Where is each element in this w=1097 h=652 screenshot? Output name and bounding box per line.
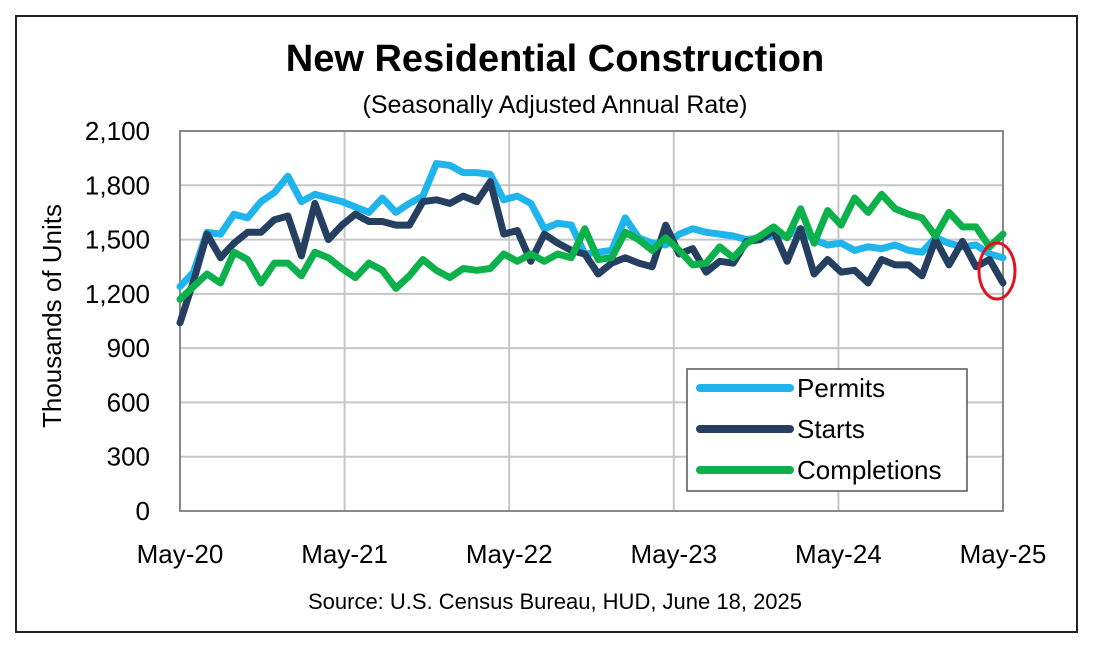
series-lines <box>176 160 1007 327</box>
legend: Permits Starts Completions <box>686 368 968 492</box>
series-line-starts <box>176 178 1007 327</box>
chart-title: New Residential Construction <box>286 38 824 80</box>
highlight-circle <box>977 241 1017 301</box>
x-tick-label: May-21 <box>301 539 388 569</box>
legend-label-permits: Permits <box>797 373 885 403</box>
chart-subtitle: (Seasonally Adjusted Annual Rate) <box>363 91 748 119</box>
series-line-completions <box>176 190 1007 303</box>
x-tick-label: May-20 <box>137 539 224 569</box>
y-tick-label: 1,500 <box>85 225 150 255</box>
series-line-permits <box>176 160 1007 291</box>
y-axis-ticks: 0 300 600 900 1,200 1,500 1,800 2,100 <box>85 116 150 526</box>
y-tick-label: 2,100 <box>85 116 150 146</box>
y-tick-label: 300 <box>107 442 150 472</box>
source-note: Source: U.S. Census Bureau, HUD, June 18… <box>308 589 802 614</box>
x-tick-label: May-24 <box>795 539 882 569</box>
x-axis-ticks: May-20 May-21 May-22 May-23 May-24 May-25 <box>137 539 1047 569</box>
y-tick-label: 900 <box>107 333 150 363</box>
y-tick-label: 1,200 <box>85 279 150 309</box>
chart-svg: New Residential Construction (Seasonally… <box>37 38 1047 614</box>
x-tick-label: May-22 <box>466 539 553 569</box>
y-tick-label: 1,800 <box>85 170 150 200</box>
x-tick-label: May-25 <box>960 539 1047 569</box>
y-tick-label: 600 <box>107 387 150 417</box>
legend-label-starts: Starts <box>797 414 865 444</box>
y-axis-label: Thousands of Units <box>37 204 67 428</box>
legend-label-completions: Completions <box>797 455 942 485</box>
y-tick-label: 0 <box>136 496 150 526</box>
chart-frame: New Residential Construction (Seasonally… <box>15 15 1078 633</box>
x-tick-label: May-23 <box>630 539 717 569</box>
